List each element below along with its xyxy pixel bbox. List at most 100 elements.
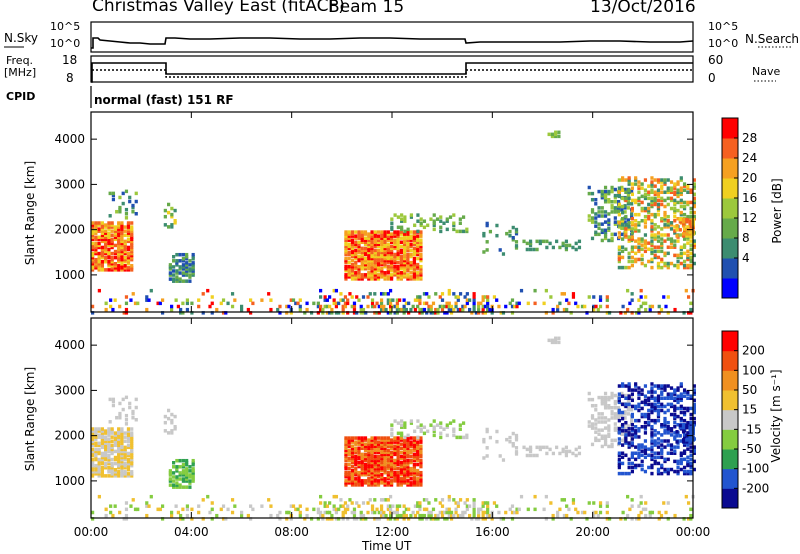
range-cell (100, 461, 104, 466)
range-cell (175, 465, 179, 469)
range-cell (104, 307, 108, 312)
range-cell (170, 223, 174, 227)
range-cell (123, 245, 127, 250)
range-cell (418, 513, 422, 518)
range-cell (624, 435, 628, 439)
range-cell (390, 427, 394, 432)
range-cell (118, 413, 122, 418)
colorbar-tick-label: -50 (742, 442, 762, 456)
range-cell (104, 445, 108, 450)
range-cell (396, 477, 400, 481)
range-cell (94, 241, 98, 246)
range-cell (689, 188, 693, 192)
range-cell (419, 244, 423, 249)
range-cell (682, 206, 687, 211)
range-cell (399, 256, 403, 261)
range-cell (621, 304, 625, 309)
range-cell (439, 421, 443, 425)
range-cell (332, 494, 336, 499)
range-cell (637, 435, 641, 439)
range-cell (676, 253, 680, 258)
range-cell (607, 222, 611, 226)
range-cell (386, 234, 390, 238)
range-cell (107, 461, 111, 466)
range-cell (663, 404, 667, 409)
range-cell (123, 431, 127, 435)
range-cell (319, 501, 323, 505)
range-cell (386, 458, 390, 463)
range-cell (545, 445, 549, 450)
range-cell (686, 447, 690, 451)
range-cell (664, 510, 668, 515)
range-cell (373, 450, 377, 455)
range-cell (91, 510, 95, 515)
range-cell (393, 234, 397, 238)
range-cell (389, 470, 394, 475)
range-cell (682, 418, 687, 423)
range-cell (640, 392, 644, 396)
range-cell (598, 295, 603, 299)
range-cell (332, 504, 336, 508)
range-cell (605, 311, 609, 315)
range-cell (653, 404, 657, 409)
range-cell (488, 229, 493, 234)
range-cell (350, 271, 355, 275)
range-cell (181, 252, 186, 257)
range-cell (210, 507, 214, 512)
range-cell (130, 268, 134, 272)
range-cell (376, 238, 381, 242)
range-cell (104, 251, 108, 256)
range-cell (445, 433, 449, 438)
range-cell (640, 261, 644, 266)
range-cell (686, 295, 691, 299)
range-cell (653, 406, 657, 411)
range-cell (432, 425, 436, 429)
range-cell (630, 517, 634, 521)
range-cell (624, 190, 628, 195)
range-cell (97, 441, 101, 446)
range-cell (389, 479, 394, 483)
range-cell (419, 223, 423, 228)
range-cell (406, 242, 410, 247)
range-cell (344, 475, 348, 479)
range-cell (406, 236, 410, 240)
range-cell (486, 301, 490, 306)
range-cell (594, 216, 598, 220)
range-cell (403, 475, 407, 479)
range-cell (386, 475, 390, 479)
range-cell (634, 433, 638, 437)
range-cell (104, 439, 108, 443)
range-cell (124, 207, 129, 212)
range-cell (123, 233, 127, 237)
range-cell (126, 437, 131, 441)
range-cell (130, 457, 134, 462)
range-cell (117, 264, 121, 268)
range-cell (545, 239, 549, 244)
range-cell (373, 232, 377, 236)
range-cell (650, 249, 654, 254)
range-cell (178, 259, 182, 263)
range-cell (647, 208, 651, 213)
range-cell (350, 295, 354, 299)
range-cell (409, 264, 413, 269)
range-cell (613, 416, 617, 420)
range-cell (393, 475, 397, 479)
range-cell (653, 184, 657, 188)
range-cell (348, 498, 352, 502)
range-cell (373, 454, 377, 459)
range-cell (400, 431, 404, 436)
range-cell (406, 266, 410, 271)
range-cell (319, 304, 323, 309)
range-cell (634, 198, 638, 203)
range-cell (167, 202, 171, 207)
range-cell (660, 390, 664, 394)
range-cell (383, 448, 387, 453)
range-cell (427, 304, 431, 309)
range-cell (458, 427, 462, 432)
range-cell (249, 311, 253, 315)
range-cell (682, 311, 686, 315)
range-cell (100, 445, 104, 450)
range-cell (97, 474, 101, 478)
range-cell (185, 477, 189, 481)
range-cell (416, 472, 420, 477)
